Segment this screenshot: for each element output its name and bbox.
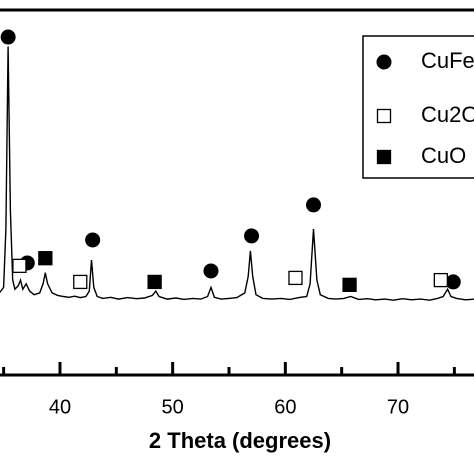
phase-marker — [306, 197, 322, 213]
legend-label: CuFe2O4 — [421, 48, 474, 73]
legend-symbol — [376, 149, 392, 165]
phase-marker — [12, 258, 27, 274]
phase-marker — [203, 263, 219, 279]
legend-label: CuO — [421, 143, 466, 168]
xrd-pattern — [0, 46, 474, 301]
phase-marker — [38, 251, 53, 266]
phase-marker — [288, 270, 303, 286]
phase-marker — [73, 274, 88, 290]
x-axis-title: 2 Theta (degrees) — [149, 428, 331, 453]
x-tick-label: 70 — [387, 396, 409, 418]
x-tick-label: 60 — [274, 396, 296, 418]
x-tick-label: 40 — [49, 396, 71, 418]
phase-marker — [445, 274, 461, 290]
legend-label: Cu2O — [421, 102, 474, 127]
phase-marker — [0, 29, 16, 45]
x-tick-label: 50 — [162, 396, 184, 418]
legend-symbol — [376, 54, 392, 70]
phase-marker — [85, 232, 101, 248]
phase-marker — [244, 228, 260, 244]
legend-symbol — [376, 108, 392, 124]
phase-marker — [342, 277, 357, 292]
phase-marker — [433, 272, 448, 288]
phase-marker — [147, 274, 162, 290]
